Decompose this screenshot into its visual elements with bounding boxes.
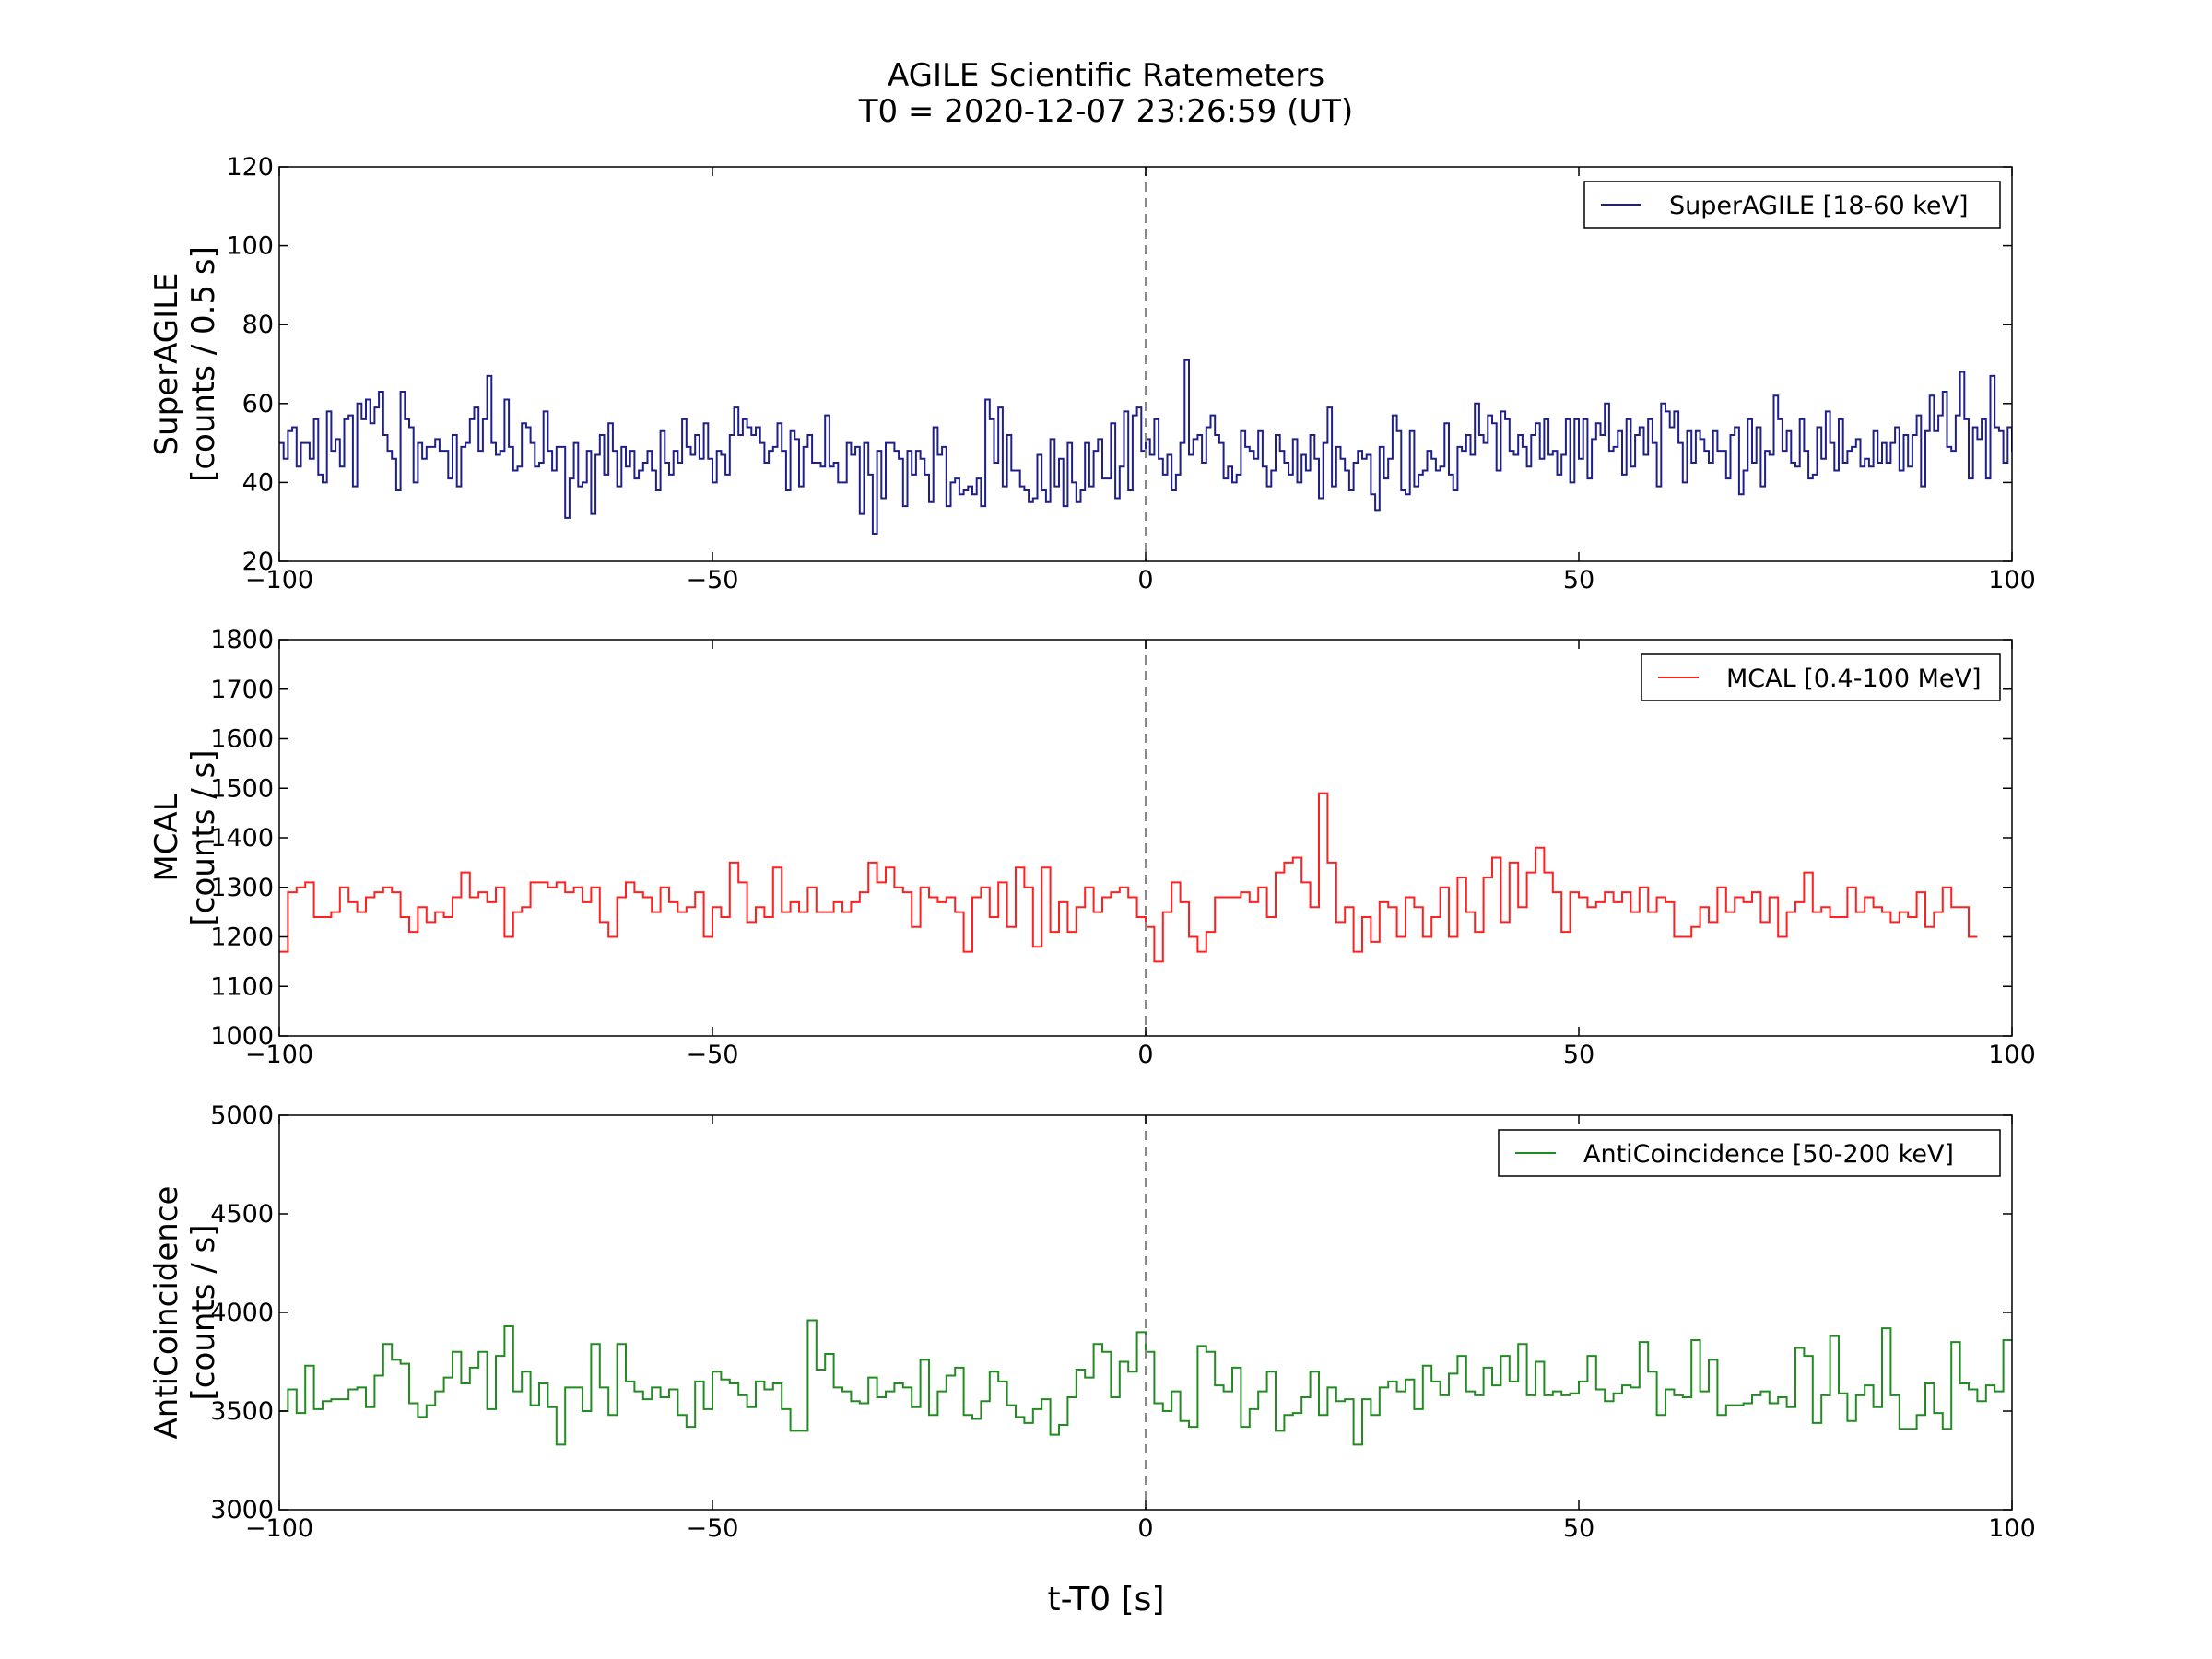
y-tick-label: 20 (242, 547, 274, 576)
y-tick-label: 3000 (210, 1496, 274, 1524)
y-axis-label: SuperAGILE (148, 272, 185, 455)
series-line-middle (279, 794, 1977, 962)
y-axis-unit-label: [counts / s] (185, 1225, 222, 1401)
series-line-top (279, 360, 2211, 534)
panel-bottom: −100 −50 0 50 10030003500400045005000AntiCoi… (148, 1101, 2124, 1543)
y-tick-label: 1600 (210, 725, 274, 754)
y-axis-label: AntiCoincidence (148, 1186, 185, 1440)
legend: SuperAGILE [18-60 keV] (1584, 182, 2000, 228)
x-tick-label: −50 (687, 566, 739, 594)
y-tick-label: 5000 (210, 1101, 274, 1130)
y-tick-label: 1700 (210, 676, 274, 704)
y-axis-unit-label: [counts / 0.5 s] (185, 246, 222, 482)
x-tick-label: −50 (687, 1041, 739, 1069)
series-line-bottom (279, 1321, 2124, 1445)
y-tick-label: 1000 (210, 1022, 274, 1051)
x-tick-label: 0 (1137, 1514, 1153, 1543)
x-tick-label: 50 (1563, 1514, 1594, 1543)
x-tick-label: 100 (1988, 1041, 2036, 1069)
y-tick-label: 60 (242, 390, 274, 418)
legend: MCAL [0.4-100 MeV] (1641, 654, 2000, 700)
y-tick-label: 1200 (210, 924, 274, 952)
x-tick-label: 0 (1137, 566, 1153, 594)
x-tick-label: 0 (1137, 1041, 1153, 1069)
panel-middle: −100 −50 0 50 100100011001200130014001500160… (148, 626, 2036, 1069)
y-tick-label: 3500 (210, 1397, 274, 1426)
y-tick-label: 40 (242, 468, 274, 497)
legend: AntiCoincidence [50-200 keV] (1499, 1130, 2000, 1176)
x-tick-label: 50 (1563, 1041, 1594, 1069)
x-tick-label: 100 (1988, 566, 2036, 594)
y-tick-label: 1100 (210, 972, 274, 1001)
y-axis-label: MCAL (148, 794, 185, 881)
y-tick-label: 100 (226, 232, 274, 261)
y-axis-unit-label: [counts / s] (185, 750, 222, 926)
x-axis-label: t-T0 [s] (0, 1581, 2212, 1618)
legend-label: MCAL [0.4-100 MeV] (1726, 665, 1982, 693)
legend-label: AntiCoincidence [50-200 keV] (1583, 1140, 1954, 1169)
x-tick-label: 100 (1988, 1514, 2036, 1543)
y-tick-label: 4500 (210, 1200, 274, 1229)
x-tick-label: 50 (1563, 566, 1594, 594)
legend-label: SuperAGILE [18-60 keV] (1669, 192, 1969, 220)
y-tick-label: 120 (226, 153, 274, 182)
y-tick-label: 1800 (210, 626, 274, 654)
x-tick-label: −50 (687, 1514, 739, 1543)
y-tick-label: 80 (242, 311, 274, 339)
